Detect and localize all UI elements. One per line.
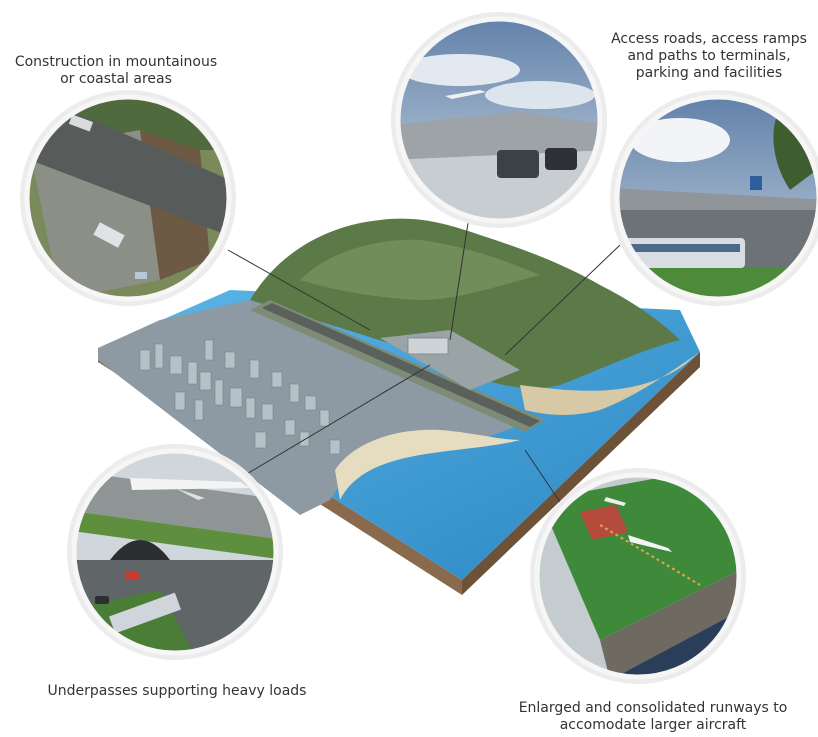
runway	[262, 303, 540, 427]
callout-circle-terminal	[610, 90, 818, 306]
mountain-highlight	[300, 239, 540, 300]
callout-circle-underpass	[67, 444, 283, 660]
callout-circle-access-road	[391, 12, 607, 228]
label-mountain: Construction in mountainous or coastal a…	[0, 54, 232, 88]
coastline	[520, 352, 700, 415]
callout-circle-mountain	[20, 90, 236, 306]
label-roads: Access roads, access ramps and paths to …	[600, 31, 818, 82]
train	[109, 592, 181, 634]
terrain-block	[98, 218, 700, 595]
runway-extension	[580, 505, 628, 540]
leader-line-runway	[524, 449, 563, 506]
beach	[335, 429, 520, 500]
label-roads-line2: and paths to terminals,	[627, 48, 791, 64]
car	[497, 150, 539, 178]
label-mountain-line1: Construction in mountainous	[14, 54, 218, 70]
block-side-right	[462, 352, 700, 595]
label-runway: Enlarged and consolidated runways to acc…	[488, 700, 818, 734]
leader-line-mountain	[227, 249, 371, 331]
label-roads-line1: Access roads, access ramps	[611, 31, 807, 47]
label-underpass: Underpasses supporting heavy loads	[20, 683, 334, 700]
leader-line-roads-right	[504, 244, 621, 356]
label-roads-line3: parking and facilities	[635, 65, 783, 81]
airplane-icon	[445, 90, 486, 99]
label-runway-line2: accomodate larger aircraft	[559, 717, 747, 733]
leader-line-underpass	[244, 364, 431, 476]
city-buildings	[139, 339, 341, 455]
label-underpass-line1: Underpasses supporting heavy loads	[47, 683, 307, 699]
leader-line-roads-center	[449, 209, 471, 341]
leader-lines	[227, 209, 621, 506]
label-runway-line1: Enlarged and consolidated runways to	[518, 700, 788, 716]
road	[30, 110, 229, 240]
tunnel-portal	[110, 540, 170, 560]
label-mountain-line2: or coastal areas	[60, 71, 172, 87]
airplane	[130, 478, 250, 490]
terminal-sign	[750, 176, 762, 190]
terminal-building	[407, 337, 449, 355]
callout-circle-runway	[530, 468, 746, 684]
taxiway	[74, 470, 276, 540]
runway-airplane-icon	[628, 535, 672, 552]
